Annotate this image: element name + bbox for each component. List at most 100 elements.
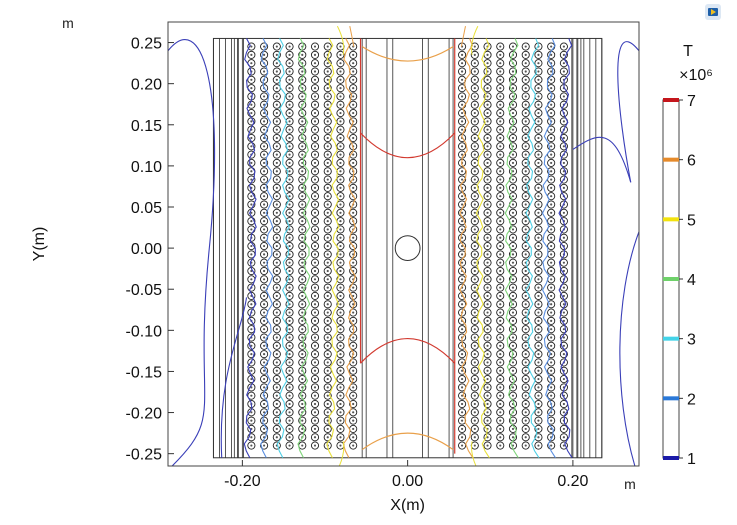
left-coil-conductor-core	[313, 369, 317, 372]
left-coil-conductor-core	[352, 402, 355, 406]
right-coil-conductor-core	[524, 303, 527, 306]
right-coil-conductor-core	[511, 286, 515, 289]
right-coil-conductor-core	[524, 228, 527, 231]
left-coil-conductor-core	[352, 386, 355, 389]
left-coil-conductor-core	[288, 153, 291, 156]
left-coil-conductor-core	[326, 361, 329, 364]
y-tick-label: 0.00	[131, 241, 162, 258]
left-coil-conductor-core	[339, 136, 342, 140]
left-coil-conductor-core	[352, 261, 355, 264]
right-coil-conductor-core	[486, 95, 489, 98]
right-coil-conductor-core	[511, 369, 515, 372]
right-coil-conductor-core	[460, 70, 464, 73]
left-coil-conductor-core	[275, 78, 278, 81]
left-coil-conductor-core	[250, 394, 253, 397]
right-coil-conductor-core	[486, 136, 489, 140]
left-coil-conductor-core	[262, 311, 266, 314]
right-coil-conductor-core	[511, 328, 515, 331]
right-coil-conductor-core	[473, 394, 476, 397]
left-coil-conductor-core	[326, 136, 329, 140]
left-coil-conductor-core	[326, 344, 329, 347]
left-coil-conductor-core	[275, 361, 278, 364]
left-coil-conductor-core	[288, 419, 291, 422]
right-coil-conductor-core	[511, 111, 515, 115]
right-coil-conductor-core	[524, 353, 527, 356]
right-coil-conductor-core	[486, 78, 489, 81]
left-coil-conductor-core	[288, 70, 291, 73]
left-coil-conductor-core	[275, 386, 278, 389]
left-coil-conductor-core	[301, 53, 304, 56]
right-coil-conductor-core	[486, 436, 489, 439]
right-coil-conductor-core	[486, 344, 489, 347]
right-coil-conductor-core	[473, 336, 476, 339]
left-coil-conductor-core	[262, 269, 266, 273]
right-coil-conductor-core	[550, 53, 553, 56]
right-coil-conductor-core	[537, 203, 540, 206]
left-coil-conductor-core	[313, 203, 317, 206]
right-coil-conductor-core	[486, 145, 489, 148]
left-coil-conductor-core	[262, 145, 266, 148]
contour-left-1	[243, 38, 257, 459]
left-coil-conductor-core	[313, 419, 317, 422]
right-coil-conductor-core	[499, 394, 502, 397]
right-coil-conductor-core	[460, 436, 464, 439]
right-coil-conductor-core	[550, 45, 553, 48]
contour-1-outer-right	[617, 41, 639, 183]
left-coil-conductor-core	[352, 236, 355, 239]
right-coil-conductor-core	[537, 228, 540, 231]
left-coil-conductor-core	[301, 228, 304, 231]
left-coil-conductor-core	[250, 228, 253, 231]
right-coil-conductor-core	[460, 328, 464, 331]
right-coil-conductor-core	[460, 87, 464, 90]
right-coil-conductor-core	[473, 136, 476, 140]
left-coil-conductor-core	[262, 361, 266, 364]
contour-6-top-right	[460, 26, 466, 47]
right-coil-conductor-core	[486, 87, 489, 90]
right-coil-conductor-core	[524, 319, 527, 322]
right-coil-conductor-core	[537, 236, 540, 239]
right-coil-conductor-core	[537, 386, 540, 389]
left-coil-conductor-core	[352, 87, 355, 90]
left-coil-conductor-core	[313, 444, 317, 447]
left-coil-conductor-core	[352, 78, 355, 81]
right-coil-conductor-core	[511, 261, 515, 264]
right-coil-conductor-core	[550, 228, 553, 231]
right-coil-conductor-core	[524, 120, 527, 123]
right-coil-conductor-core	[499, 278, 502, 281]
right-coil-conductor-core	[460, 253, 464, 256]
left-coil-conductor-core	[288, 394, 291, 397]
left-coil-conductor-core	[262, 161, 266, 165]
left-coil-conductor-core	[339, 294, 342, 298]
left-coil-conductor-core	[326, 328, 329, 331]
right-coil-conductor-core	[473, 278, 476, 281]
right-coil-conductor-core	[486, 369, 489, 372]
left-coil-conductor-core	[313, 195, 317, 198]
left-coil-conductor-core	[339, 170, 342, 173]
left-coil-conductor-core	[339, 87, 342, 90]
right-coil-conductor-core	[524, 411, 527, 414]
left-coil-conductor-core	[339, 444, 342, 447]
right-coil-conductor-core	[524, 427, 527, 431]
left-coil-conductor-core	[339, 436, 342, 439]
left-coil-conductor-core	[326, 353, 329, 356]
left-coil-conductor-core	[262, 444, 266, 447]
right-coil-conductor-core	[537, 178, 540, 181]
render-toolbar-icon[interactable]	[705, 4, 721, 20]
right-coil-conductor-core	[511, 195, 515, 198]
right-coil-conductor-core	[486, 161, 489, 165]
right-coil-conductor-core	[511, 244, 515, 248]
right-coil-conductor-core	[537, 253, 540, 256]
right-coil-conductor-core	[537, 186, 540, 189]
right-coil-conductor-core	[460, 444, 464, 447]
left-coil-conductor-core	[352, 253, 355, 256]
left-coil-conductor-core	[262, 377, 266, 381]
left-coil-conductor-core	[313, 178, 317, 181]
right-coil-conductor-core	[511, 220, 515, 223]
colorbar-multiplier: ×10⁶	[679, 67, 713, 84]
left-coil-conductor-core	[313, 278, 317, 281]
right-coil-conductor-core	[486, 319, 489, 322]
colorbar-swatch-7	[663, 98, 679, 102]
left-coil-conductor-core	[301, 444, 304, 447]
left-coil-conductor-core	[326, 62, 329, 65]
right-coil-conductor-core	[562, 286, 565, 289]
